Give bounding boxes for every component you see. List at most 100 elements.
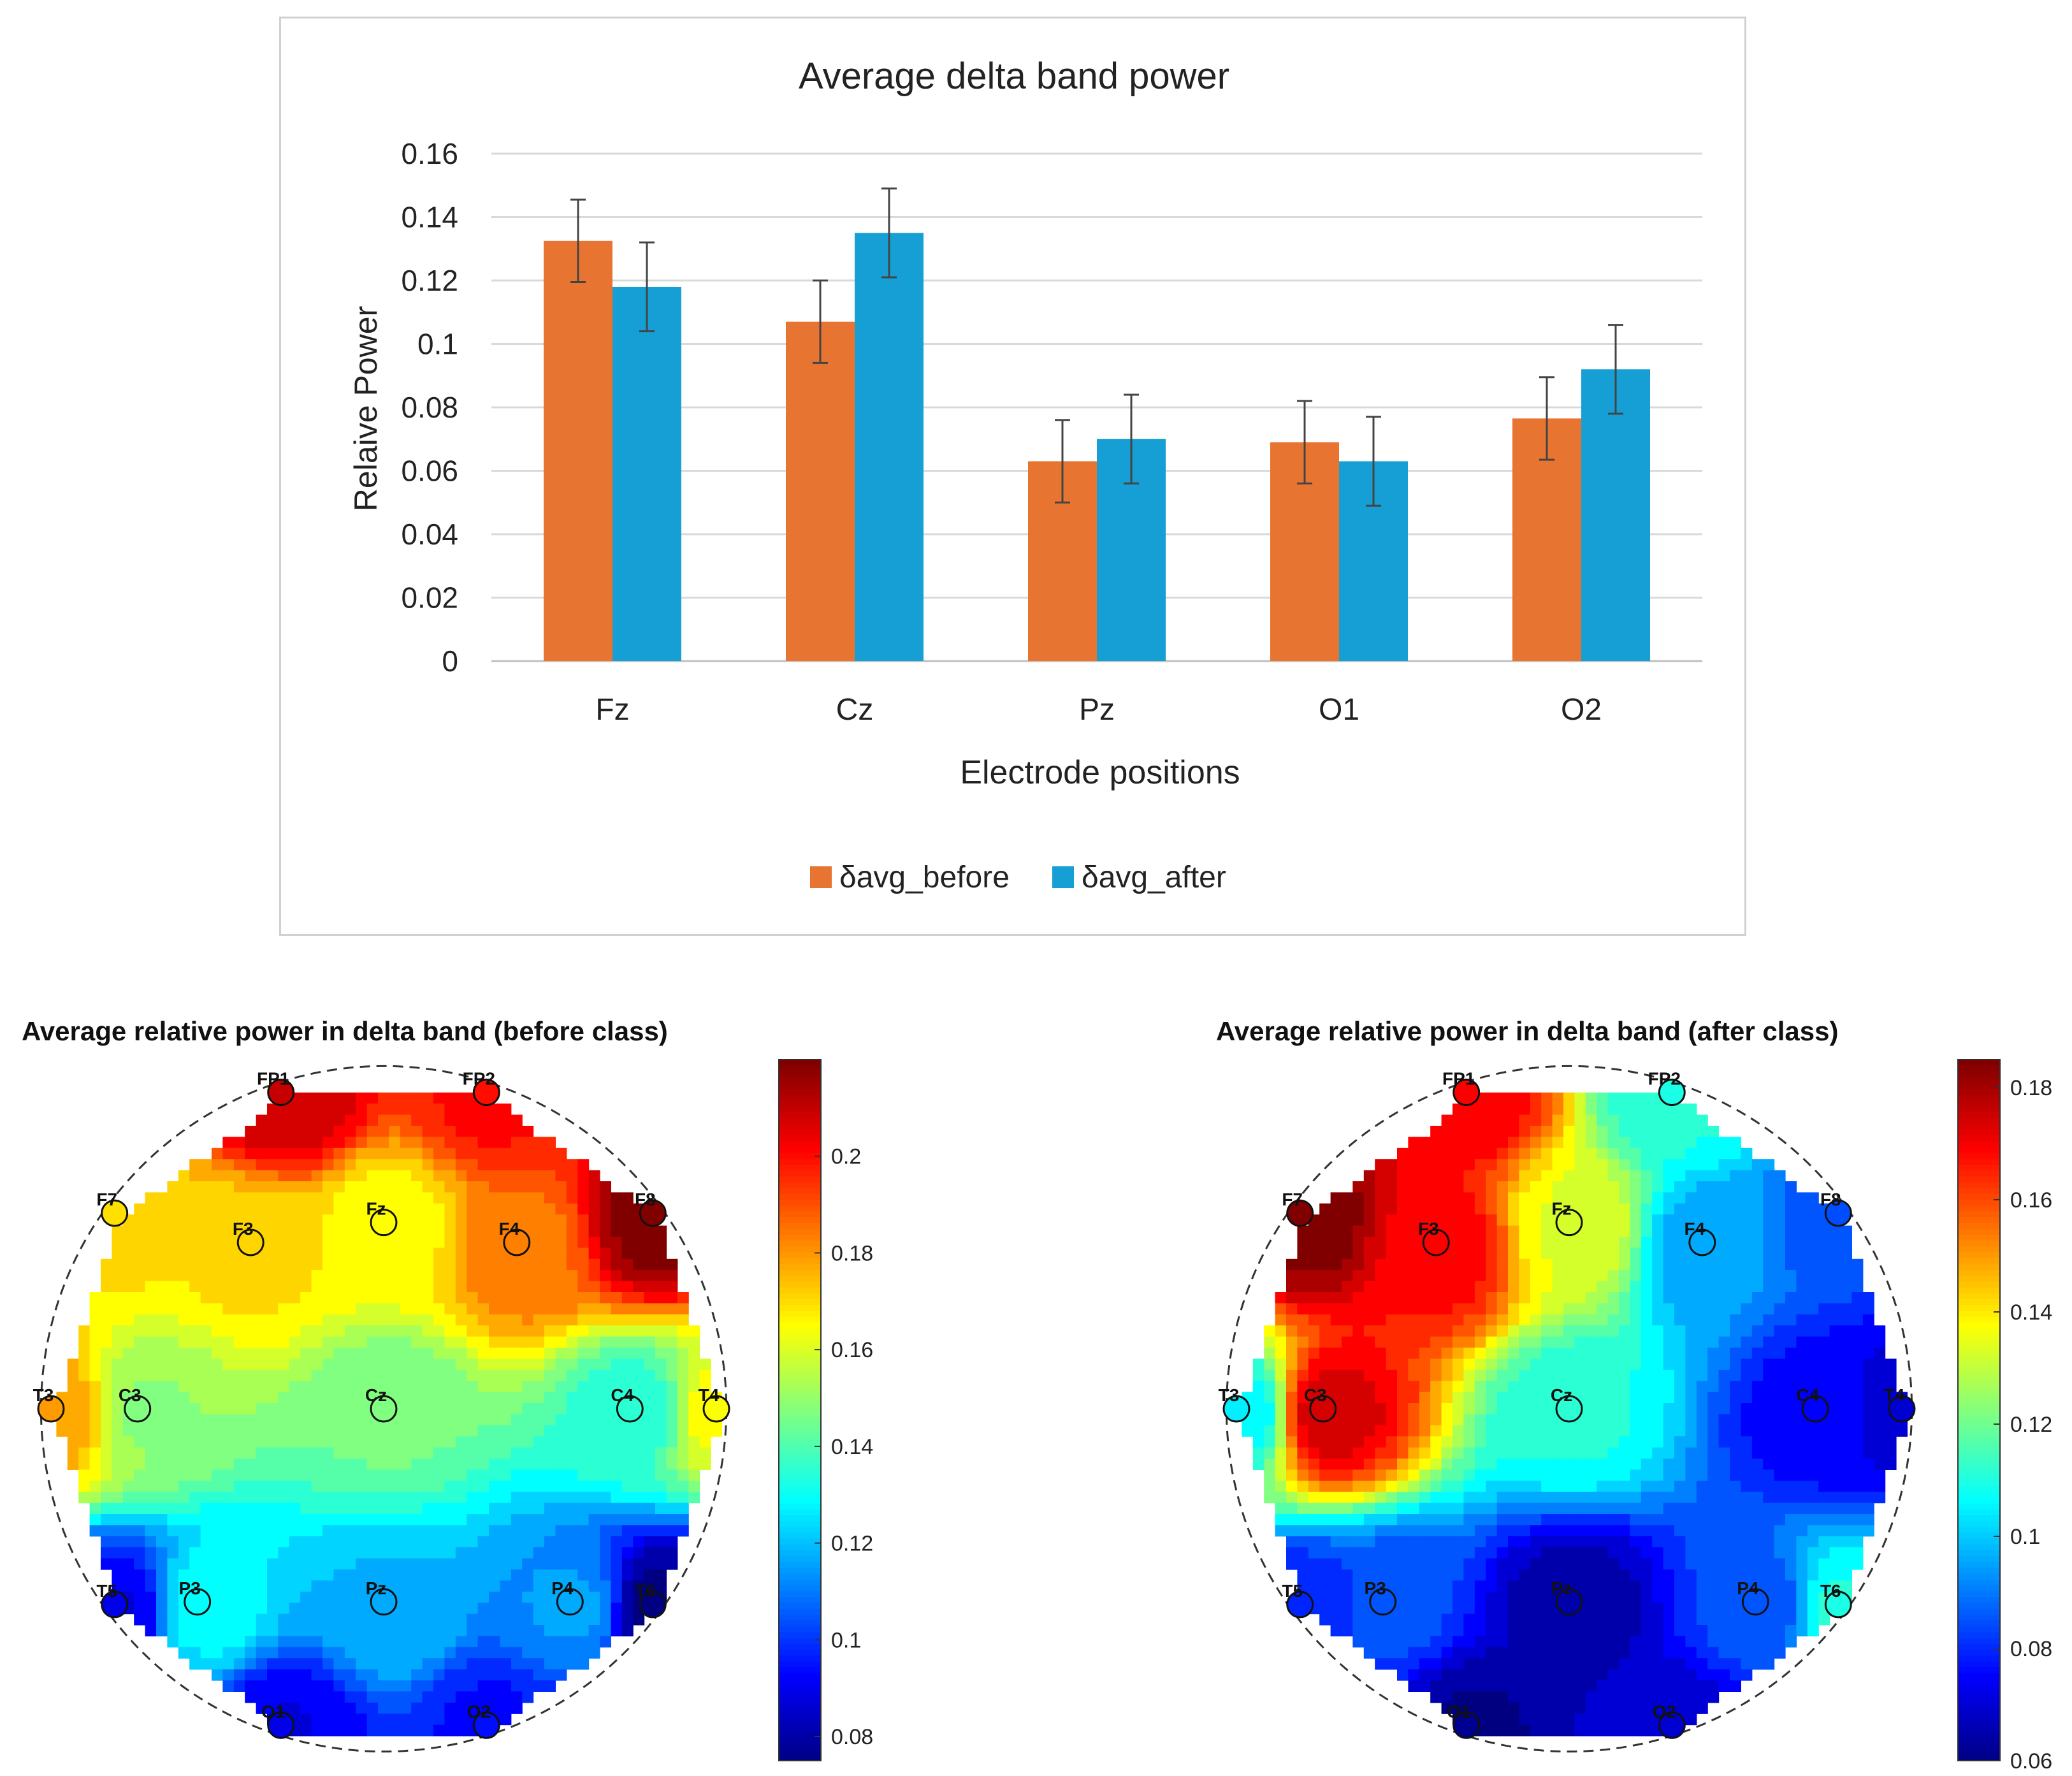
colorbar-tick-label: 0.14 [831, 1435, 873, 1459]
x-tick-label: O1 [1319, 693, 1359, 727]
electrode-t3: T3 [1219, 1385, 1250, 1423]
electrode-label: F7 [1282, 1190, 1303, 1209]
electrode-label: F4 [498, 1219, 519, 1239]
colorbar-tick-label: 0.08 [2010, 1637, 2052, 1661]
y-axis-label: Relaive Power [348, 306, 384, 511]
colorbar-tick-label: 0.18 [2010, 1076, 2052, 1100]
topomap-before-title: Average relative power in delta band (be… [22, 1016, 668, 1046]
electrode-label: F4 [1684, 1219, 1705, 1239]
electrode-t6: T6 [635, 1581, 667, 1619]
electrode-label: FP1 [1442, 1069, 1475, 1089]
x-axis-label: Electrode positions [960, 754, 1240, 791]
topo-heat-surface [1242, 1092, 1908, 1736]
electrode-t4: T4 [699, 1385, 730, 1423]
electrode-label: T3 [1219, 1385, 1240, 1405]
electrode-label: P4 [1737, 1578, 1759, 1598]
bar-before-fz [544, 240, 612, 661]
electrode-label: Cz [1551, 1385, 1572, 1405]
chart-title: Average delta band power [799, 55, 1229, 97]
y-tick-label: 0.04 [401, 518, 458, 551]
legend-swatch-before [810, 866, 832, 888]
colorbar: 0.08 0.1 0.12 0.14 0.16 0.18 0.2 [778, 1059, 873, 1761]
y-tick-label: 0.14 [401, 201, 458, 234]
electrode-t5: T5 [96, 1581, 129, 1619]
electrode-label: FP1 [257, 1069, 289, 1089]
electrode-fp1: FP1 [257, 1069, 295, 1107]
colorbar-tick-label: 0.1 [2010, 1525, 2040, 1549]
electrode-label: F8 [635, 1190, 656, 1209]
electrode-t6: T6 [1820, 1581, 1852, 1619]
electrode-t3: T3 [33, 1385, 65, 1423]
electrode-cz: Cz [1551, 1385, 1583, 1423]
electrode-p3: P3 [1365, 1578, 1397, 1616]
colorbar-tick-label: 0.16 [831, 1338, 873, 1362]
error-bar [1297, 400, 1312, 484]
error-bar [639, 241, 655, 333]
electrode-c4: C4 [1796, 1385, 1829, 1423]
electrode-label: F3 [1418, 1219, 1439, 1239]
electrode-label: T4 [699, 1385, 720, 1405]
electrode-label: T6 [635, 1581, 656, 1601]
electrode-p3: P3 [179, 1578, 212, 1616]
electrode-fz: Fz [366, 1199, 398, 1237]
electrode-t4: T4 [1884, 1385, 1916, 1423]
error-bar [1539, 376, 1554, 461]
electrode-f7: F7 [96, 1190, 129, 1227]
bar-after-fz [612, 286, 681, 661]
electrode-o2: O2 [467, 1701, 500, 1739]
topomap-after-title: Average relative power in delta band (af… [1216, 1016, 1839, 1046]
electrode-label: Fz [366, 1199, 386, 1219]
colorbar-tick-label: 0.08 [831, 1725, 873, 1749]
bar-chart-panel: Average delta band power 0 0.02 0.04 0.06 0.… [279, 17, 1746, 936]
error-bar [1124, 393, 1139, 484]
electrode-pz: Pz [366, 1578, 398, 1616]
electrode-label: F7 [96, 1190, 117, 1209]
colorbar: 0.06 0.08 0.1 0.12 0.14 0.16 0.18 [1957, 1059, 2052, 1773]
electrode-label: FP2 [463, 1069, 495, 1089]
legend-label-before: δavg_before [839, 861, 1010, 894]
electrode-label: O2 [1653, 1701, 1676, 1721]
electrode-p4: P4 [551, 1578, 584, 1616]
topomap-before: FP1 FP2 F7 F3 Fz F4 F8 T3 C3 Cz C4 T4 T5 P3 Pz P4 T6 O1 O2… [33, 1059, 873, 1761]
colorbar-tick-label: 0.12 [2010, 1413, 2052, 1437]
electrode-label: T4 [1884, 1385, 1905, 1405]
legend-label-after: δavg_after [1082, 861, 1226, 894]
colorbar-tick-label: 0.2 [831, 1145, 861, 1169]
electrode-label: T5 [96, 1581, 117, 1601]
error-bar [881, 187, 897, 279]
electrode-f4: F4 [498, 1219, 531, 1256]
electrode-label: Pz [366, 1578, 387, 1598]
electrode-label: F3 [233, 1219, 254, 1239]
error-bar [1608, 324, 1623, 415]
electrode-pz: Pz [1551, 1578, 1583, 1616]
electrode-f7: F7 [1282, 1190, 1314, 1227]
x-tick-label: Pz [1079, 693, 1115, 727]
electrode-label: C3 [119, 1385, 141, 1405]
electrode-label: Cz [365, 1385, 387, 1405]
electrode-fp2: FP2 [463, 1069, 500, 1107]
electrode-label: C4 [1796, 1385, 1819, 1405]
electrode-label: O2 [467, 1701, 491, 1721]
electrode-label: P4 [551, 1578, 574, 1598]
y-tick-label: 0.12 [401, 264, 458, 297]
colorbar-tick-label: 0.14 [2010, 1300, 2052, 1325]
electrode-label: T3 [33, 1385, 54, 1405]
colorbar-tick-label: 0.12 [831, 1532, 873, 1556]
colorbar-tick-label: 0.18 [831, 1241, 873, 1265]
legend: δavg_before δavg_after [810, 861, 1226, 894]
y-tick-label: 0.08 [401, 391, 458, 424]
electrode-t5: T5 [1282, 1581, 1314, 1619]
error-bar [570, 198, 586, 283]
legend-swatch-after [1052, 866, 1074, 888]
error-bar [813, 279, 828, 364]
electrode-f3: F3 [1418, 1219, 1450, 1256]
y-tick-label: 0.1 [417, 328, 458, 361]
electrode-label: F8 [1820, 1190, 1841, 1209]
bar-after-cz [855, 233, 924, 661]
electrode-label: O1 [1447, 1701, 1470, 1721]
electrode-label: T5 [1282, 1581, 1303, 1601]
bar-before-cz [786, 321, 855, 661]
electrode-c3: C3 [119, 1385, 152, 1423]
error-bar [1055, 419, 1070, 504]
y-tick-label: 0 [442, 644, 458, 678]
